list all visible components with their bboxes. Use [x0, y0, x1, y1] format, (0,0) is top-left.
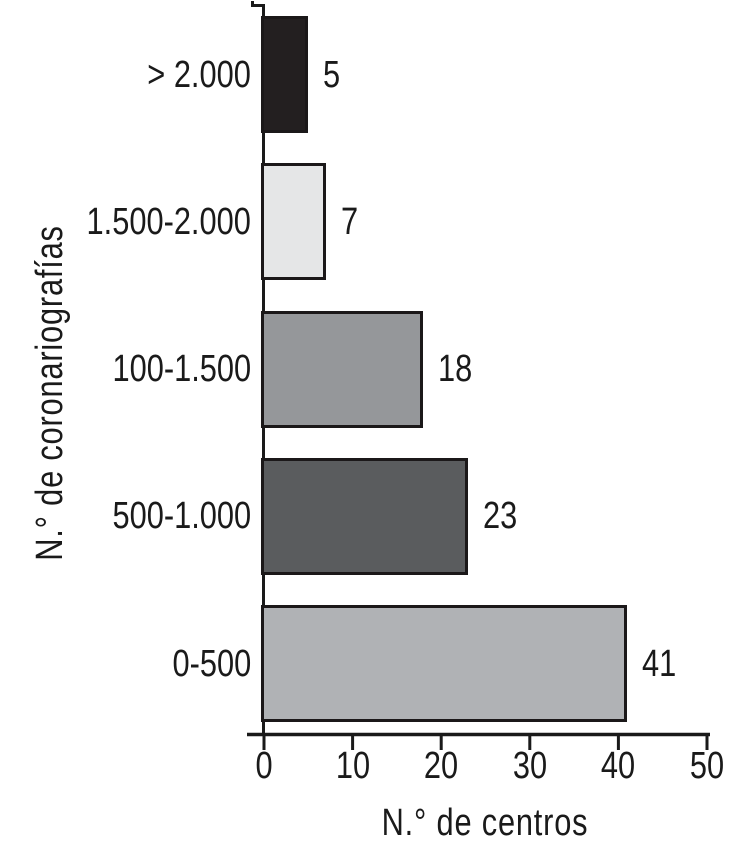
y-axis-title: N.° de coronariografías: [29, 225, 71, 561]
x-tick-label: 20: [424, 745, 459, 787]
value-label: 7: [341, 200, 359, 243]
value-label: 41: [642, 642, 677, 685]
value-label: 23: [482, 495, 518, 538]
bar: [261, 163, 327, 281]
category-label: > 2.000: [147, 53, 251, 96]
value-label: 18: [438, 348, 473, 391]
category-label: 500-1.000: [112, 495, 251, 538]
value-label: 5: [323, 53, 341, 96]
x-tick-label: 10: [335, 745, 370, 787]
bar: [261, 16, 309, 133]
x-tick-label: 50: [689, 745, 725, 787]
x-tick-label: 30: [512, 745, 547, 787]
category-label: 0-500: [172, 642, 251, 685]
category-label: 100-1.500: [112, 348, 251, 391]
category-label: 1.500-2.000: [86, 200, 251, 243]
x-tick-label: 40: [601, 745, 636, 787]
x-ticks: [262, 736, 709, 750]
x-axis-title: N.° de centros: [381, 802, 589, 844]
bar: [261, 605, 628, 723]
bar: [261, 457, 468, 575]
bar: [261, 310, 424, 428]
x-tick-label: 0: [255, 745, 273, 787]
